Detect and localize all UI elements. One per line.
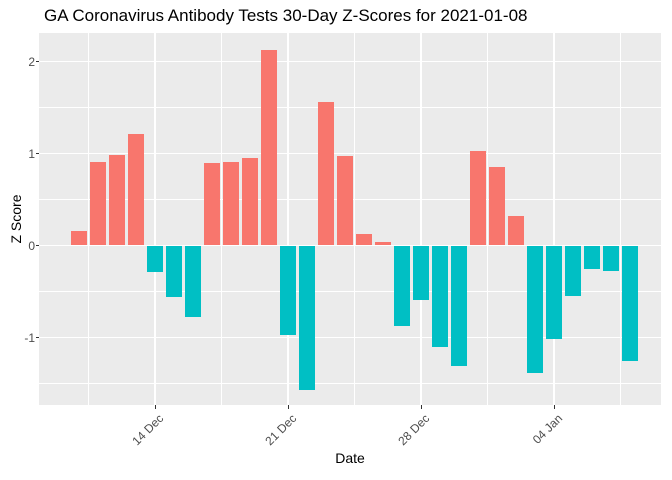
x-tick-mark	[420, 405, 422, 409]
bar	[527, 245, 543, 374]
major-gridline-v	[154, 33, 156, 405]
y-axis-title: Z Score	[8, 194, 24, 244]
major-gridline-v	[553, 33, 555, 405]
minor-gridline-v	[88, 33, 89, 405]
bar	[394, 245, 410, 327]
y-tick-label: 0	[28, 238, 35, 253]
bar	[166, 245, 182, 298]
bar	[185, 245, 201, 318]
chart-title: GA Coronavirus Antibody Tests 30-Day Z-S…	[44, 6, 528, 25]
major-gridline-v	[287, 33, 289, 405]
bar	[280, 245, 296, 335]
bar	[603, 245, 619, 272]
bar	[356, 234, 372, 246]
y-tick-mark	[35, 61, 39, 62]
bar	[109, 155, 125, 246]
y-tick-label: -1	[24, 330, 35, 345]
bar	[90, 161, 106, 246]
y-tick-mark	[35, 153, 39, 154]
minor-gridline-h	[39, 383, 661, 384]
major-gridline-h	[39, 60, 661, 63]
minor-gridline-v	[354, 33, 355, 405]
bar	[489, 167, 505, 246]
bar	[413, 245, 429, 300]
bar	[223, 161, 239, 246]
bar	[318, 101, 334, 246]
bar	[432, 245, 448, 347]
minor-gridline-h	[39, 107, 661, 108]
bar	[546, 245, 562, 340]
major-gridline-h	[39, 336, 661, 339]
bar	[242, 158, 258, 246]
minor-gridline-v	[487, 33, 488, 405]
x-axis-title: Date	[335, 450, 365, 466]
bar	[584, 245, 600, 269]
y-tick-label: 2	[28, 54, 35, 69]
minor-gridline-h	[39, 291, 661, 292]
major-gridline-h	[39, 152, 661, 155]
major-gridline-h	[39, 244, 661, 247]
x-tick-mark	[287, 405, 289, 409]
y-tick-label: 1	[28, 146, 35, 161]
bar	[565, 245, 581, 297]
bar	[508, 216, 524, 246]
y-tick-mark	[35, 337, 39, 338]
y-tick-mark	[35, 245, 39, 246]
bar	[337, 156, 353, 246]
bar	[204, 162, 220, 246]
plot-panel	[39, 33, 661, 405]
bar	[470, 150, 486, 246]
bar	[147, 245, 163, 273]
bar	[375, 241, 391, 246]
bar	[299, 245, 315, 390]
bar	[261, 49, 277, 246]
major-gridline-v	[420, 33, 422, 405]
bar	[622, 245, 638, 361]
minor-gridline-v	[221, 33, 222, 405]
x-tick-mark	[154, 405, 156, 409]
x-tick-mark	[553, 405, 555, 409]
bar	[451, 245, 467, 367]
bar	[71, 230, 87, 246]
minor-gridline-v	[620, 33, 621, 405]
bar	[128, 134, 144, 246]
